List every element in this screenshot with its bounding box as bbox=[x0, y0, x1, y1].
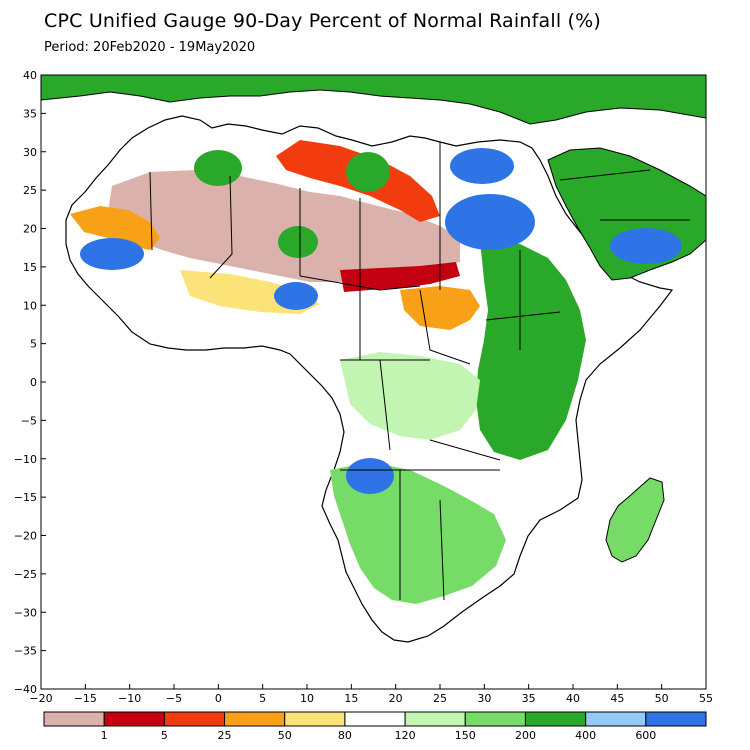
y-tick-label: −25 bbox=[14, 568, 37, 581]
green-libya-patch bbox=[346, 152, 390, 192]
high-rain-chad bbox=[274, 282, 318, 310]
x-tick-label: 10 bbox=[300, 692, 314, 705]
x-axis: −20 −15 −10 −5 0 5 10 15 20 25 30 35 40 45 50 55 bbox=[29, 684, 713, 705]
y-tick-label: 0 bbox=[30, 376, 37, 389]
legend-swatch bbox=[163, 711, 226, 727]
x-tick-label: −10 bbox=[118, 692, 141, 705]
x-tick-label: 0 bbox=[215, 692, 222, 705]
y-tick-label: −30 bbox=[14, 606, 37, 619]
x-tick-label: −20 bbox=[29, 692, 52, 705]
deficit-orange-west bbox=[70, 206, 160, 250]
legend-swatch bbox=[103, 711, 165, 727]
green-algeria-patch bbox=[194, 150, 242, 186]
map-title: CPC Unified Gauge 90-Day Percent of Norm… bbox=[44, 10, 602, 32]
y-tick-label: 35 bbox=[23, 107, 37, 120]
y-axis: 40 35 30 25 20 15 10 5 0 −5 −10 −15 −20 −25 −30 −35 −40 bbox=[14, 69, 46, 696]
map-area bbox=[41, 75, 706, 643]
y-tick-label: −40 bbox=[14, 683, 37, 696]
x-tick-label: 50 bbox=[655, 692, 669, 705]
y-tick-label: −35 bbox=[14, 645, 37, 658]
y-tick-label: 20 bbox=[23, 223, 37, 236]
y-tick-label: 5 bbox=[30, 338, 37, 351]
high-rain-nile bbox=[450, 148, 514, 184]
legend-swatch bbox=[585, 711, 647, 727]
y-tick-label: −20 bbox=[14, 530, 37, 543]
x-tick-label: 20 bbox=[389, 692, 403, 705]
x-tick-label: −5 bbox=[166, 692, 182, 705]
legend-label: 5 bbox=[161, 729, 168, 742]
legend-label: 400 bbox=[575, 729, 596, 742]
x-tick-label: 35 bbox=[522, 692, 536, 705]
x-tick-label: 15 bbox=[344, 692, 358, 705]
period-label: Period: 20Feb2020 - 19May2020 bbox=[44, 40, 256, 55]
country-borders bbox=[149, 142, 690, 601]
legend-label: 120 bbox=[395, 729, 416, 742]
legend-label: 25 bbox=[218, 729, 232, 742]
y-tick-label: 30 bbox=[23, 146, 37, 159]
wet-central-africa bbox=[340, 352, 480, 440]
high-rain-senegal bbox=[80, 238, 144, 270]
legend-label: 80 bbox=[338, 729, 352, 742]
x-tick-label: 45 bbox=[610, 692, 624, 705]
high-rain-egypt bbox=[445, 194, 535, 250]
legend-label: 150 bbox=[455, 729, 476, 742]
madagascar bbox=[605, 477, 665, 563]
europe-edge bbox=[41, 75, 706, 125]
legend-swatch bbox=[344, 711, 406, 727]
y-tick-label: 15 bbox=[23, 261, 37, 274]
legend-swatch bbox=[284, 711, 346, 727]
wet-east-africa bbox=[476, 240, 586, 460]
sahara-dry-region bbox=[108, 170, 460, 282]
x-tick-label: 5 bbox=[259, 692, 266, 705]
legend-swatch bbox=[524, 711, 587, 727]
x-tick-label: 30 bbox=[477, 692, 491, 705]
legend-swatch bbox=[645, 711, 707, 727]
x-tick-label: −15 bbox=[74, 692, 97, 705]
legend-label: 200 bbox=[515, 729, 536, 742]
legend-swatch bbox=[43, 711, 105, 727]
y-tick-label: 40 bbox=[23, 69, 37, 82]
legend-label: 50 bbox=[278, 729, 292, 742]
color-legend: 1 5 25 50 80 120 150 200 400 600 bbox=[43, 711, 707, 742]
x-tick-label: 25 bbox=[433, 692, 447, 705]
deficit-red-sahel bbox=[340, 262, 460, 292]
legend-label: 1 bbox=[101, 729, 108, 742]
legend-swatch bbox=[224, 711, 286, 727]
y-tick-label: 10 bbox=[23, 299, 37, 312]
deficit-orange-east bbox=[400, 286, 480, 330]
y-tick-label: −10 bbox=[14, 453, 37, 466]
legend-swatch bbox=[404, 711, 466, 727]
green-niger-patch bbox=[278, 226, 318, 258]
y-tick-label: −5 bbox=[21, 414, 37, 427]
high-rain-angola bbox=[346, 458, 394, 494]
y-tick-label: −15 bbox=[14, 491, 37, 504]
y-tick-label: 25 bbox=[23, 184, 37, 197]
x-tick-label: 40 bbox=[566, 692, 580, 705]
high-rain-yemen bbox=[610, 228, 682, 264]
wet-southern-africa bbox=[330, 462, 506, 604]
x-tick-label: 55 bbox=[699, 692, 713, 705]
legend-swatch bbox=[464, 711, 526, 727]
legend-label: 600 bbox=[635, 729, 656, 742]
